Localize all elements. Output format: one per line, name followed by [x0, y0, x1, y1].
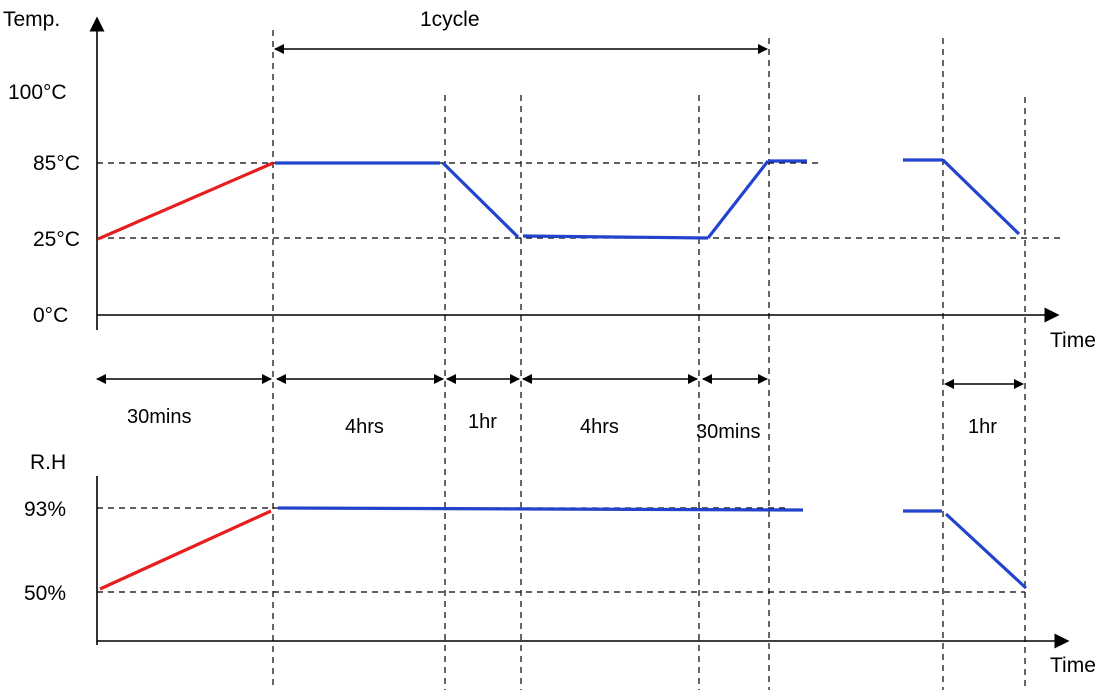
temperature-axes: [89, 16, 1060, 330]
humidity-time-axis-label: Time: [1050, 654, 1096, 677]
temperature-ramp-up: [706, 160, 770, 239]
temperature-axis-title: Temp.: [3, 8, 60, 31]
phase-boundary-lines: [272, 30, 1026, 690]
humidity-axes: [96, 476, 1070, 649]
temperature-ramp-up: [97, 161, 274, 241]
temperature-level-label: 0°C: [33, 304, 68, 327]
temperature-time-axis-label: Time: [1050, 329, 1096, 352]
humidity-dwell-high: [277, 506, 804, 512]
humidity-ramp-down: [944, 512, 1028, 590]
duration-label: 4hrs: [580, 416, 619, 438]
duration-label: 30mins: [127, 406, 191, 428]
humidity-axis-title: R.H: [30, 451, 66, 474]
temperature-ramp-down: [441, 161, 520, 239]
duration-label: 4hrs: [345, 416, 384, 438]
humidity-ramp-up: [99, 509, 272, 591]
cycle-label: 1cycle: [420, 8, 480, 31]
duration-label: 30mins: [696, 421, 760, 443]
duration-label: 1hr: [468, 411, 497, 433]
temperature-profile: [97, 158, 1021, 241]
humidity-level-label: 93%: [24, 498, 66, 521]
temperature-dwell-low: [522, 234, 709, 240]
temperature-ramp-down: [941, 158, 1021, 236]
duration-arrows: [96, 374, 1024, 389]
humidity-level-label: 50%: [24, 582, 66, 605]
temperature-level-label: 100°C: [8, 81, 67, 104]
duration-label: 1hr: [968, 416, 997, 438]
level-guide-lines: [97, 162, 1065, 593]
humidity-profile: [99, 506, 1028, 591]
temperature-level-label: 85°C: [33, 152, 80, 175]
temperature-level-label: 25°C: [33, 228, 80, 251]
